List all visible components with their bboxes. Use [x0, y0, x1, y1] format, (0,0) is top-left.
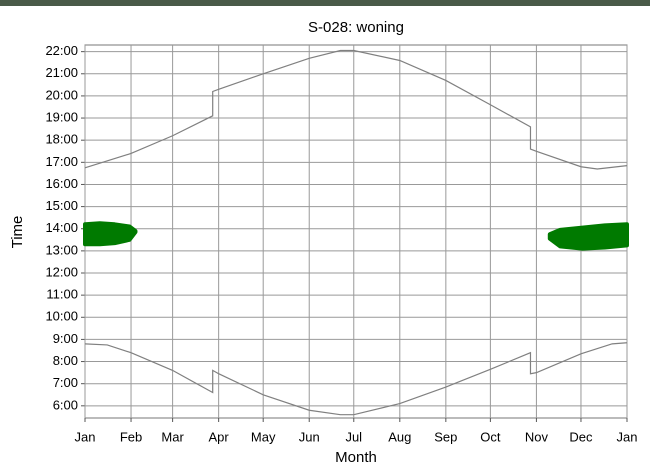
top-strip — [0, 0, 650, 6]
chart-title: S-028: woning — [308, 19, 404, 36]
x-tick-label: Jan — [75, 429, 96, 444]
y-tick-label: 17:00 — [45, 154, 78, 169]
y-tick-label: 20:00 — [45, 87, 78, 102]
y-tick-label: 7:00 — [53, 375, 78, 390]
y-tick-label: 19:00 — [45, 109, 78, 124]
x-tick-label: Jan — [617, 429, 638, 444]
shadow-area — [550, 224, 627, 248]
x-tick-label: Sep — [434, 429, 457, 444]
x-tick-label: Oct — [480, 429, 501, 444]
x-tick-label: Dec — [569, 429, 593, 444]
x-tick-label: Apr — [209, 429, 230, 444]
x-tick-label: Nov — [525, 429, 549, 444]
x-tick-label: Feb — [120, 429, 142, 444]
y-tick-label: 16:00 — [45, 176, 78, 191]
x-tick-label: Jun — [299, 429, 320, 444]
chart: S-028: woning Month Time 6:00 7:00 8:00 9:0… — [0, 0, 650, 469]
y-tick-label: 18:00 — [45, 132, 78, 147]
y-tick-label: 6:00 — [53, 397, 78, 412]
x-axis-label: Month — [335, 449, 377, 466]
y-tick-label: 22:00 — [45, 43, 78, 58]
x-tick-label: Aug — [388, 429, 411, 444]
y-tick-label: 11:00 — [46, 287, 78, 302]
x-tick-label: Mar — [161, 429, 184, 444]
y-tick-label: 14:00 — [45, 220, 78, 235]
shadow-area — [85, 223, 135, 244]
y-tick-label: 21:00 — [45, 65, 78, 80]
y-tick-label: 8:00 — [53, 353, 78, 368]
y-tick-label: 13:00 — [45, 242, 78, 257]
y-tick-label: 12:00 — [45, 264, 78, 279]
y-tick-label: 15:00 — [45, 198, 78, 213]
x-tick-label: May — [251, 429, 276, 444]
y-tick-label: 10:00 — [45, 309, 78, 324]
y-axis-label: Time — [9, 216, 26, 249]
y-tick-label: 9:00 — [53, 331, 78, 346]
x-tick-label: Jul — [345, 429, 362, 444]
